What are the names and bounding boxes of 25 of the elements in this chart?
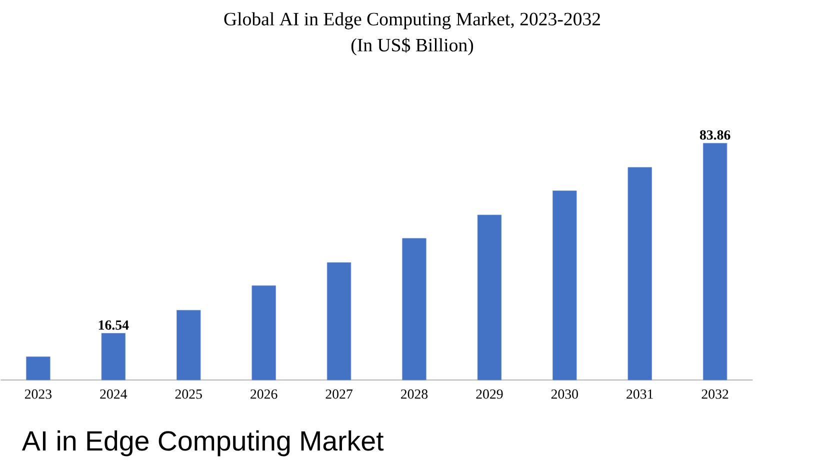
x-tick-label: 2032	[702, 389, 728, 399]
chart-subtitle: (In US$ Billion)	[351, 38, 474, 56]
bar	[702, 142, 728, 380]
bar	[101, 333, 126, 380]
bar	[326, 262, 352, 380]
bar	[26, 356, 50, 380]
x-tick-label: 2023	[24, 389, 52, 399]
chart-title: Global AI in Edge Computing Market, 2023-2032	[224, 12, 600, 30]
x-tick-label: 2029	[476, 389, 503, 399]
bar	[252, 285, 276, 380]
x-tick-label: 2027	[326, 389, 352, 399]
x-tick-label: 2025	[175, 389, 202, 399]
bar	[402, 238, 426, 380]
x-tick-label: 2026	[250, 389, 278, 399]
x-tick-label: 2028	[400, 389, 428, 399]
x-tick-label: 2024	[100, 389, 128, 399]
x-tick-label: 2031	[626, 389, 653, 399]
x-tick-label: 2030	[551, 389, 578, 399]
bar	[552, 190, 577, 380]
bar	[628, 167, 652, 380]
bar	[477, 214, 502, 380]
text: AI in Edge Computing Market	[22, 430, 384, 456]
data-label: 16.54	[98, 320, 129, 330]
data-label: 83.86	[700, 130, 730, 140]
bar	[176, 310, 201, 380]
